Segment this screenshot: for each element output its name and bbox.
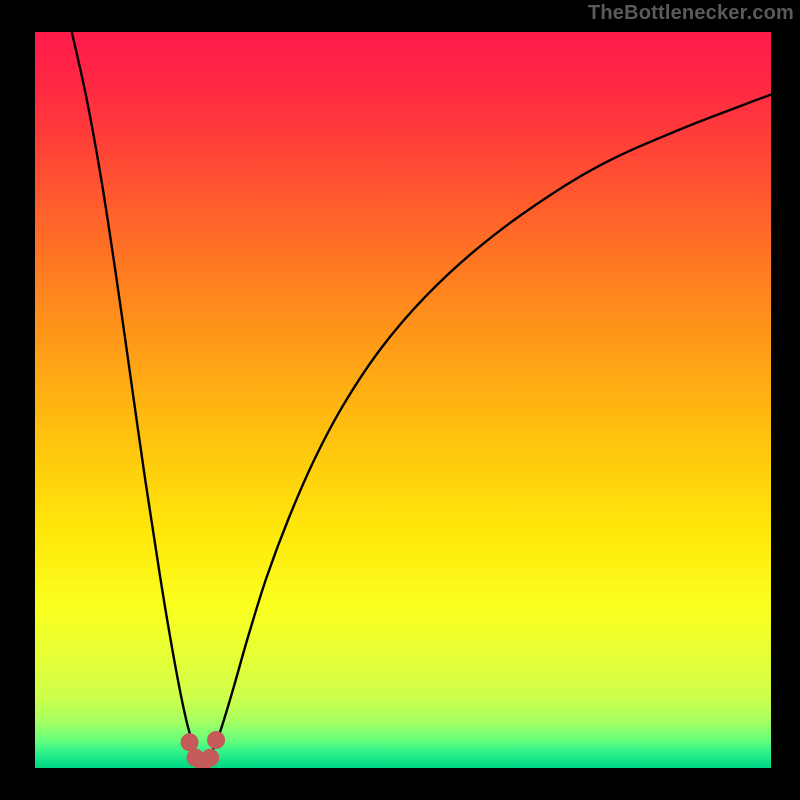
plot-area [35,32,771,768]
watermark-text: TheBottlenecker.com [588,2,794,25]
chart-container: TheBottlenecker.com [0,0,800,800]
gradient-background [35,32,771,768]
